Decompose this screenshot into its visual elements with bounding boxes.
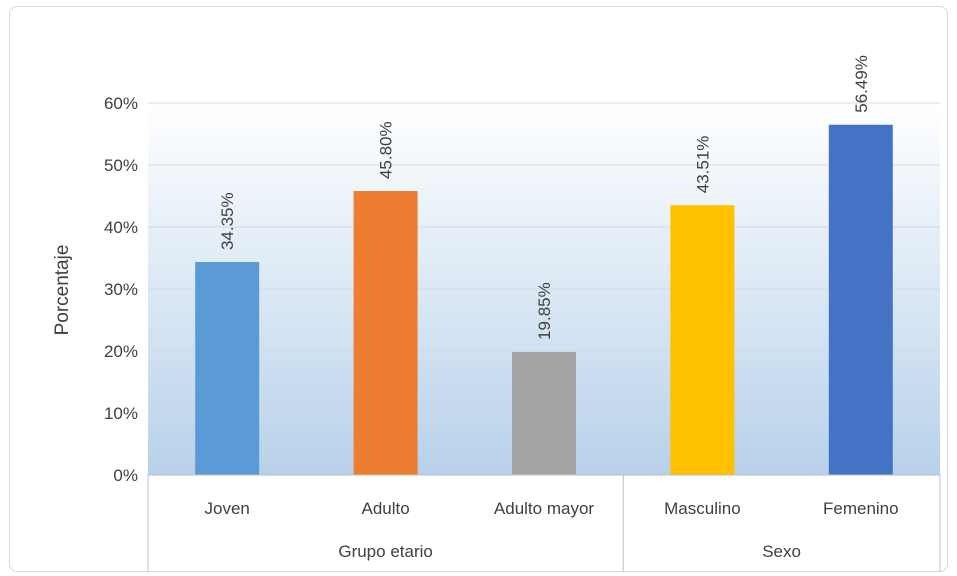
bar-masculino bbox=[670, 205, 735, 475]
data-label: 56.49% bbox=[852, 55, 871, 113]
data-labels: 34.35% 45.80% 19.85% 43.51% 56.49% bbox=[218, 55, 871, 340]
x-tick-label: Adulto mayor bbox=[494, 499, 594, 518]
bar-adulto bbox=[353, 191, 418, 476]
data-label: 43.51% bbox=[693, 136, 712, 194]
gridlines bbox=[148, 102, 940, 476]
y-tick-label: 0% bbox=[113, 466, 138, 485]
bar-joven bbox=[195, 262, 260, 475]
y-axis-label: Porcentaje bbox=[52, 245, 73, 336]
bar-adulto-mayor bbox=[512, 351, 576, 475]
data-label: 34.35% bbox=[218, 192, 237, 250]
x-tick-label: Joven bbox=[205, 499, 250, 518]
y-tick-label: 40% bbox=[104, 218, 138, 237]
bar-femenino bbox=[828, 124, 893, 476]
data-label: 19.85% bbox=[535, 282, 554, 340]
y-tick-label: 10% bbox=[104, 404, 138, 423]
x-tick-label: Adulto bbox=[361, 499, 409, 518]
y-tick-label: 20% bbox=[104, 342, 138, 361]
y-tick-label: 30% bbox=[104, 280, 138, 299]
y-tick-label: 60% bbox=[104, 94, 138, 113]
data-label: 45.80% bbox=[377, 121, 396, 179]
bars bbox=[195, 124, 893, 476]
group-label: Grupo etario bbox=[338, 542, 433, 561]
group-label: Sexo bbox=[762, 542, 801, 561]
x-tick-label: Masculino bbox=[664, 499, 741, 518]
x-axis: Joven Adulto Adulto mayor Masculino Femenino… bbox=[147, 474, 941, 572]
x-tick-label: Femenino bbox=[823, 499, 899, 518]
y-tick-label: 50% bbox=[104, 156, 138, 175]
y-axis-ticks: 0% 10% 20% 30% 40% 50% 60% bbox=[104, 94, 138, 485]
